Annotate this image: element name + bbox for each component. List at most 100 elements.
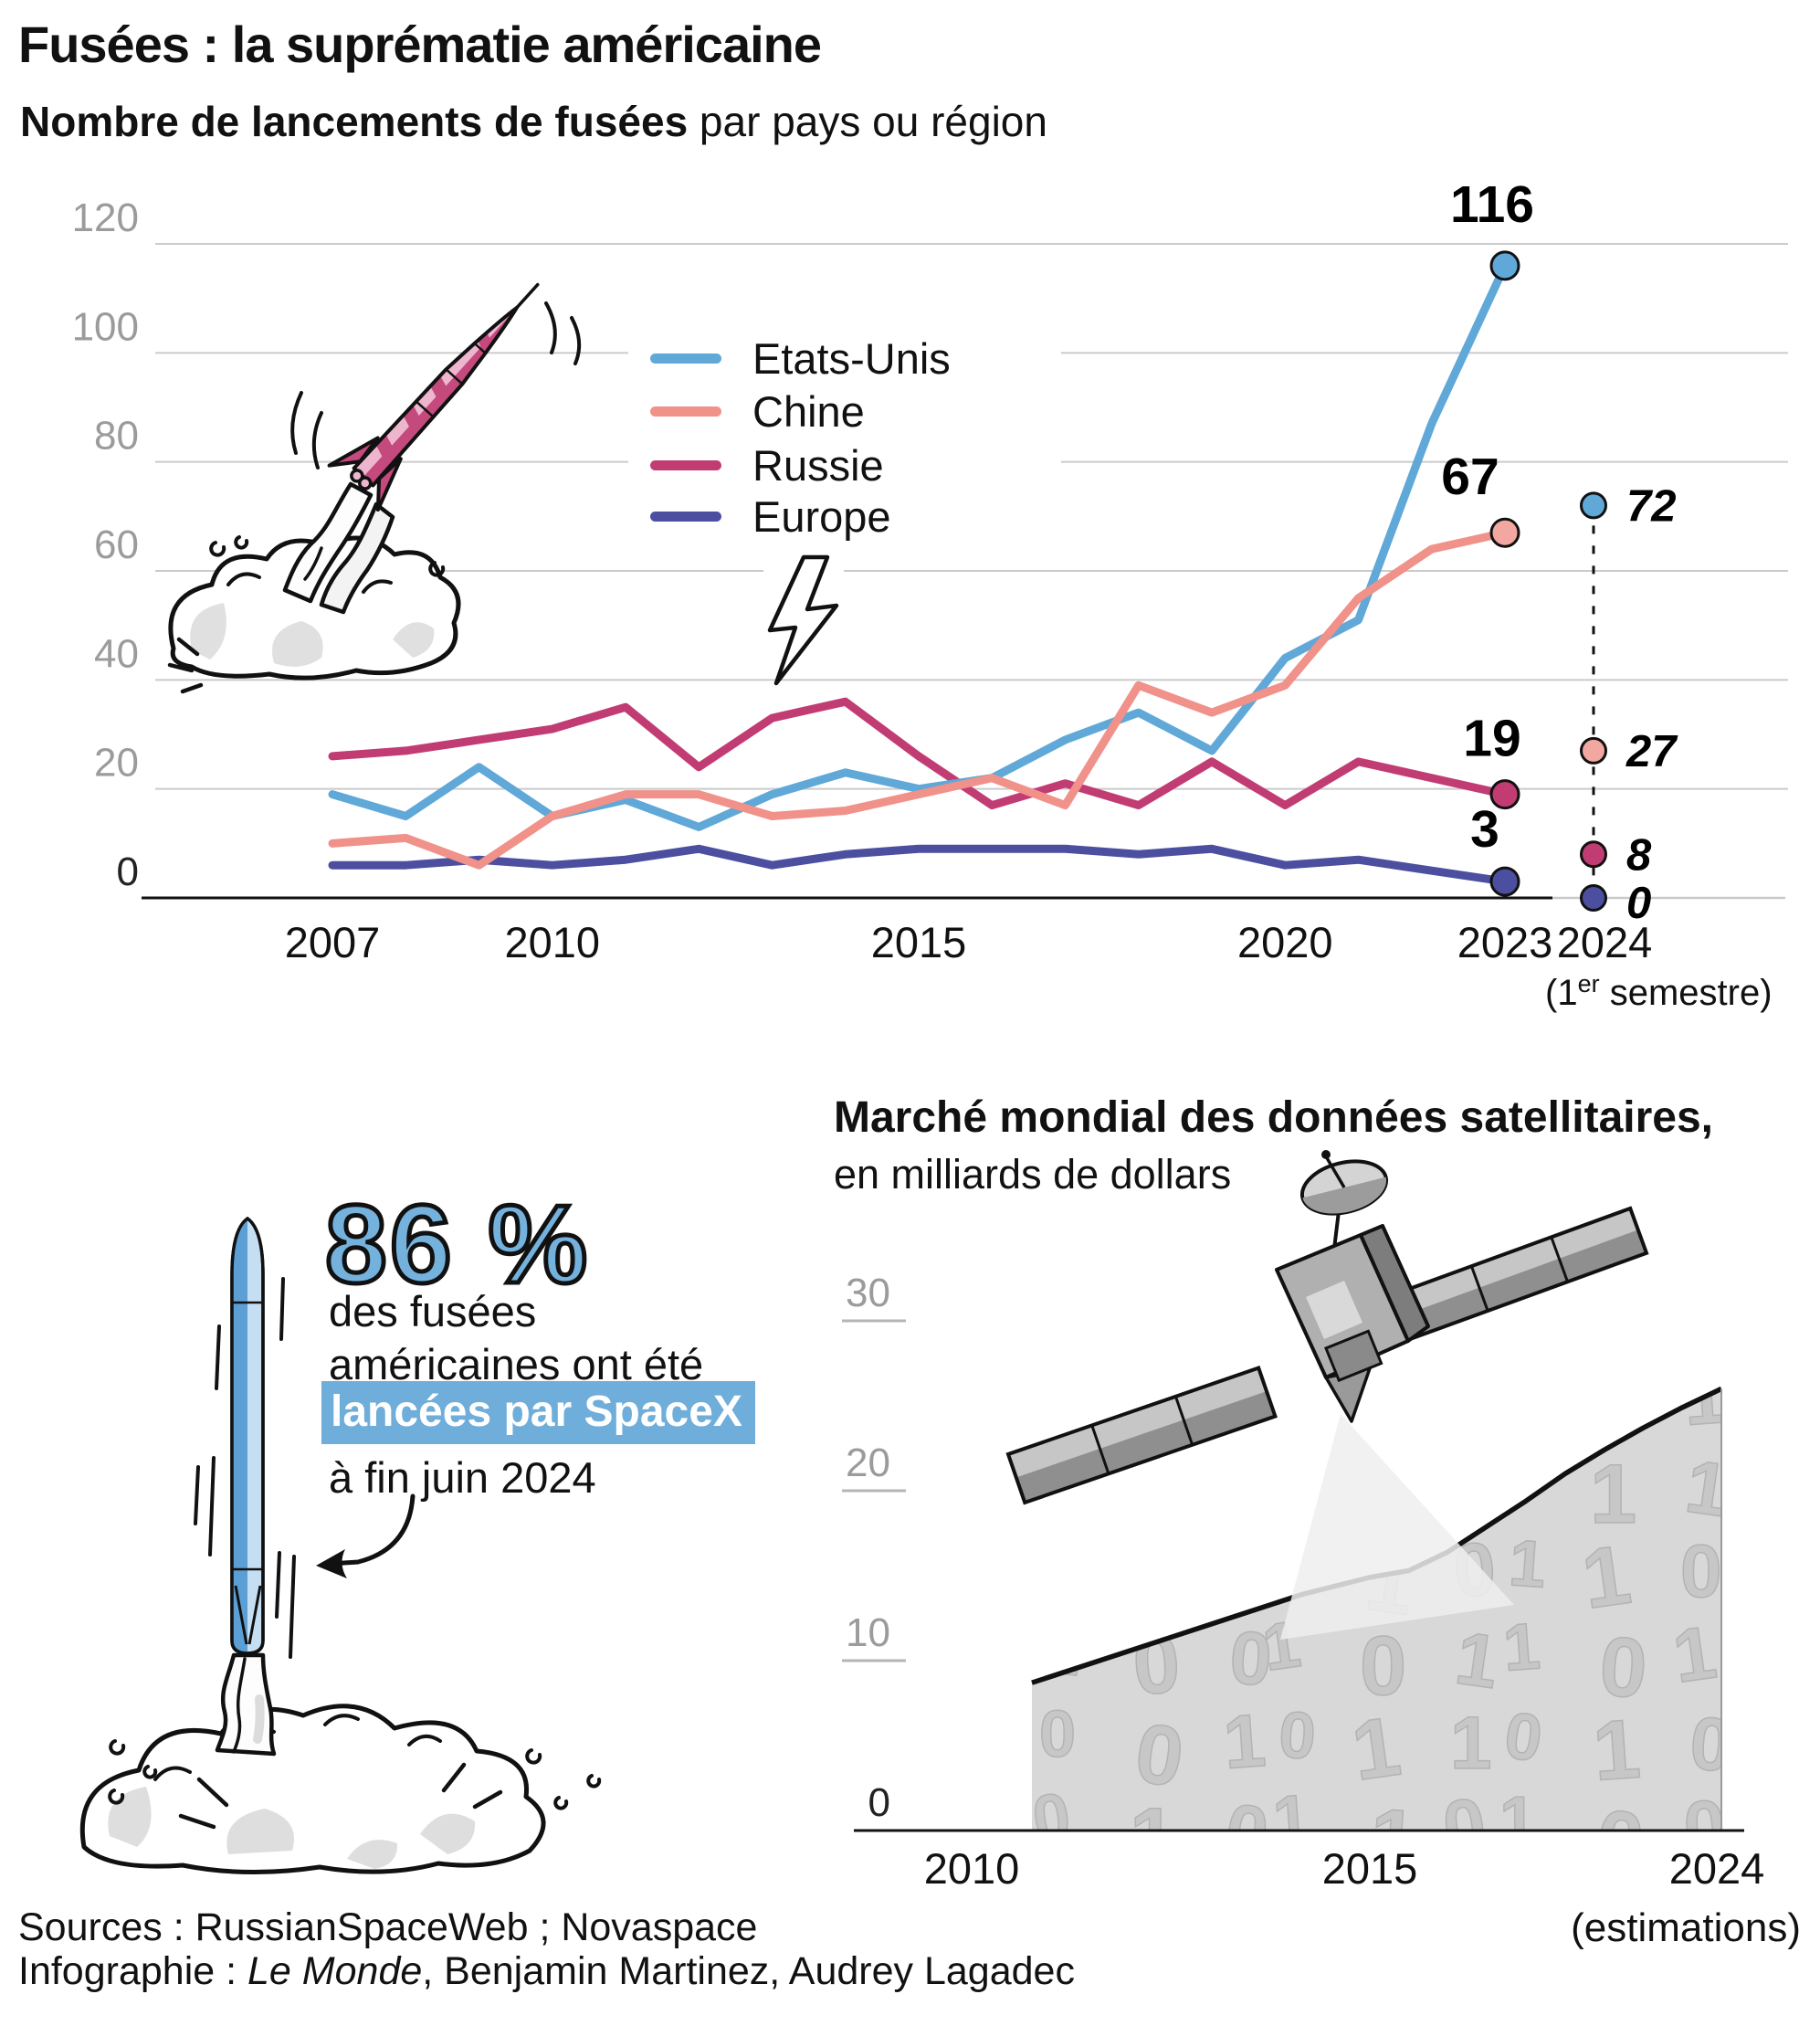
chart2-title: Marché mondial des données satellitaires…: [834, 1093, 1713, 1142]
x-tick-label-2024: 2024: [1557, 918, 1653, 966]
svg-text:1: 1: [1501, 1609, 1543, 1685]
stat-line2: américaines ont été: [329, 1340, 704, 1388]
subtitle-bold: Nombre de lancements de fusées: [20, 98, 689, 145]
data-point-2024-Chine: [1580, 736, 1607, 765]
data-point-2023-Etats-Unis: [1489, 250, 1520, 281]
svg-text:1: 1: [1367, 1791, 1420, 1887]
svg-text:1: 1: [1590, 1703, 1643, 1799]
svg-text:1: 1: [1499, 1784, 1536, 1857]
stat-highlight: lancées par SpaceX: [321, 1381, 755, 1444]
series-line-Etats-Unis: [328, 261, 1510, 831]
rocket-exhaust: [282, 481, 395, 615]
stat-line3: à fin juin 2024: [329, 1453, 596, 1502]
x-tick-label: 2015: [1322, 1844, 1418, 1893]
x-tick-sublabel-2024: (1er semestre): [1545, 970, 1773, 1013]
series-line-Chine: [328, 528, 1510, 870]
credits-rest: , Benjamin Martinez, Audrey Lagadec: [422, 1949, 1075, 1993]
satellite-beam: [1280, 1414, 1514, 1640]
svg-text:1: 1: [1507, 1526, 1549, 1602]
svg-text:1: 1: [1450, 1702, 1492, 1785]
svg-text:0: 0: [1680, 1530, 1722, 1613]
data-point-2024-Russie: [1580, 840, 1607, 869]
spacex-rocket-body: [230, 1216, 265, 1655]
svg-text:1: 1: [1220, 1444, 1262, 1527]
x-tick-label: 2010: [504, 918, 600, 966]
y-tick-label: 0: [868, 1780, 890, 1825]
value-label-2024-Europe: 0: [1626, 879, 1651, 928]
page-title: Fusées : la suprématie américaine: [18, 16, 822, 73]
rocket-illustration: [167, 282, 582, 694]
value-label-2024-Russie: 8: [1626, 830, 1652, 880]
svg-text:1: 1: [1668, 1610, 1721, 1698]
spacex-smoke-cloud: [79, 1704, 602, 1875]
y-tick-label: 80: [94, 414, 139, 459]
svg-text:0: 0: [1208, 1525, 1261, 1612]
svg-text:1: 1: [1028, 1350, 1075, 1428]
credits-prefix: Infographie :: [18, 1949, 248, 1993]
svg-text:0: 0: [1028, 1779, 1075, 1857]
svg-text:0: 0: [1688, 1702, 1735, 1788]
svg-text:1: 1: [1137, 1534, 1190, 1630]
data-point-2024-Etats-Unis: [1580, 491, 1607, 520]
svg-text:1: 1: [1590, 1448, 1636, 1541]
chart2-subtitle: en milliards de dollars: [834, 1151, 1232, 1198]
svg-text:1: 1: [1271, 1781, 1313, 1857]
footer: Sources : RussianSpaceWeb ; Novaspace In…: [18, 1905, 1075, 1993]
legend-label: Europe: [752, 491, 891, 541]
spacex-rocket-illustration: [79, 1216, 602, 1875]
smoke-cloud: [167, 471, 461, 694]
y-tick-label: 0: [117, 849, 139, 894]
y-tick-label: 40: [94, 631, 139, 676]
value-label-2023-Europe: 3: [1470, 800, 1499, 859]
page-subtitle: Nombre de lancements de fusées par pays …: [20, 97, 1047, 146]
credits-line: Infographie : Le Monde, Benjamin Martine…: [18, 1949, 1075, 1993]
y-tick-label: 60: [94, 522, 139, 567]
svg-text:0: 0: [1270, 1441, 1317, 1519]
series-line-Russie: [328, 697, 1510, 810]
stat-value: 86 %: [322, 1180, 591, 1309]
arrow-icon: [328, 1493, 416, 1567]
x-tick-label: 2010: [924, 1844, 1020, 1893]
spacex-motion-lines: [194, 1277, 296, 1659]
x-tick-label: 2007: [285, 918, 381, 966]
y-tick-label: 100: [72, 304, 139, 349]
legend-item-europe: Europe: [650, 492, 891, 541]
arrow-head: [316, 1549, 347, 1578]
svg-text:0: 0: [1227, 1616, 1275, 1702]
svg-text:1: 1: [1499, 1355, 1536, 1428]
svg-text:1: 1: [1130, 1791, 1176, 1884]
legend-item-russie: Russie: [650, 441, 884, 490]
chart2-x-note: (estimations): [1571, 1905, 1801, 1950]
credits-lemonde: Le Monde: [247, 1949, 423, 1993]
subtitle-rest: par pays ou région: [688, 98, 1047, 145]
x-tick-label: 2023: [1457, 918, 1553, 966]
value-label-2024-Etats-Unis: 72: [1626, 481, 1677, 531]
value-label-2024-Chine: 27: [1625, 727, 1678, 776]
x-tick-label: 2024: [1669, 1844, 1765, 1893]
rocket-body: [327, 282, 540, 512]
y-tick-label: 20: [846, 1440, 890, 1485]
x-tick-label: 2020: [1237, 918, 1333, 966]
y-tick-label: 30: [846, 1271, 890, 1315]
data-point-2024-Europe: [1580, 884, 1607, 912]
series-line-Europe: [328, 844, 1510, 886]
legend-swatch-russie: [650, 459, 721, 470]
legend-item-etats-unis: Etats-Unis: [650, 334, 951, 383]
svg-text:0: 0: [1130, 1617, 1183, 1713]
data-point-2023-Russie: [1489, 779, 1520, 810]
data-point-2023-Europe: [1489, 866, 1520, 897]
svg-text:0: 0: [1360, 1620, 1406, 1713]
legend-item-chine: Chine: [650, 387, 865, 436]
stat-highlight-wrap: lancées par SpaceX: [321, 1381, 755, 1444]
sources-line: Sources : RussianSpaceWeb ; Novaspace: [18, 1905, 758, 1949]
legend-label: Russie: [752, 440, 884, 490]
satellite-icon: [1005, 1150, 1649, 1505]
lightning-icon: [767, 554, 839, 686]
svg-text:0: 0: [1681, 1785, 1729, 1871]
svg-text:0: 0: [1039, 1698, 1076, 1771]
svg-text:0: 0: [1277, 1698, 1319, 1774]
legend-swatch-etats-unis: [650, 353, 721, 364]
spacex-exhaust: [215, 1652, 277, 1757]
